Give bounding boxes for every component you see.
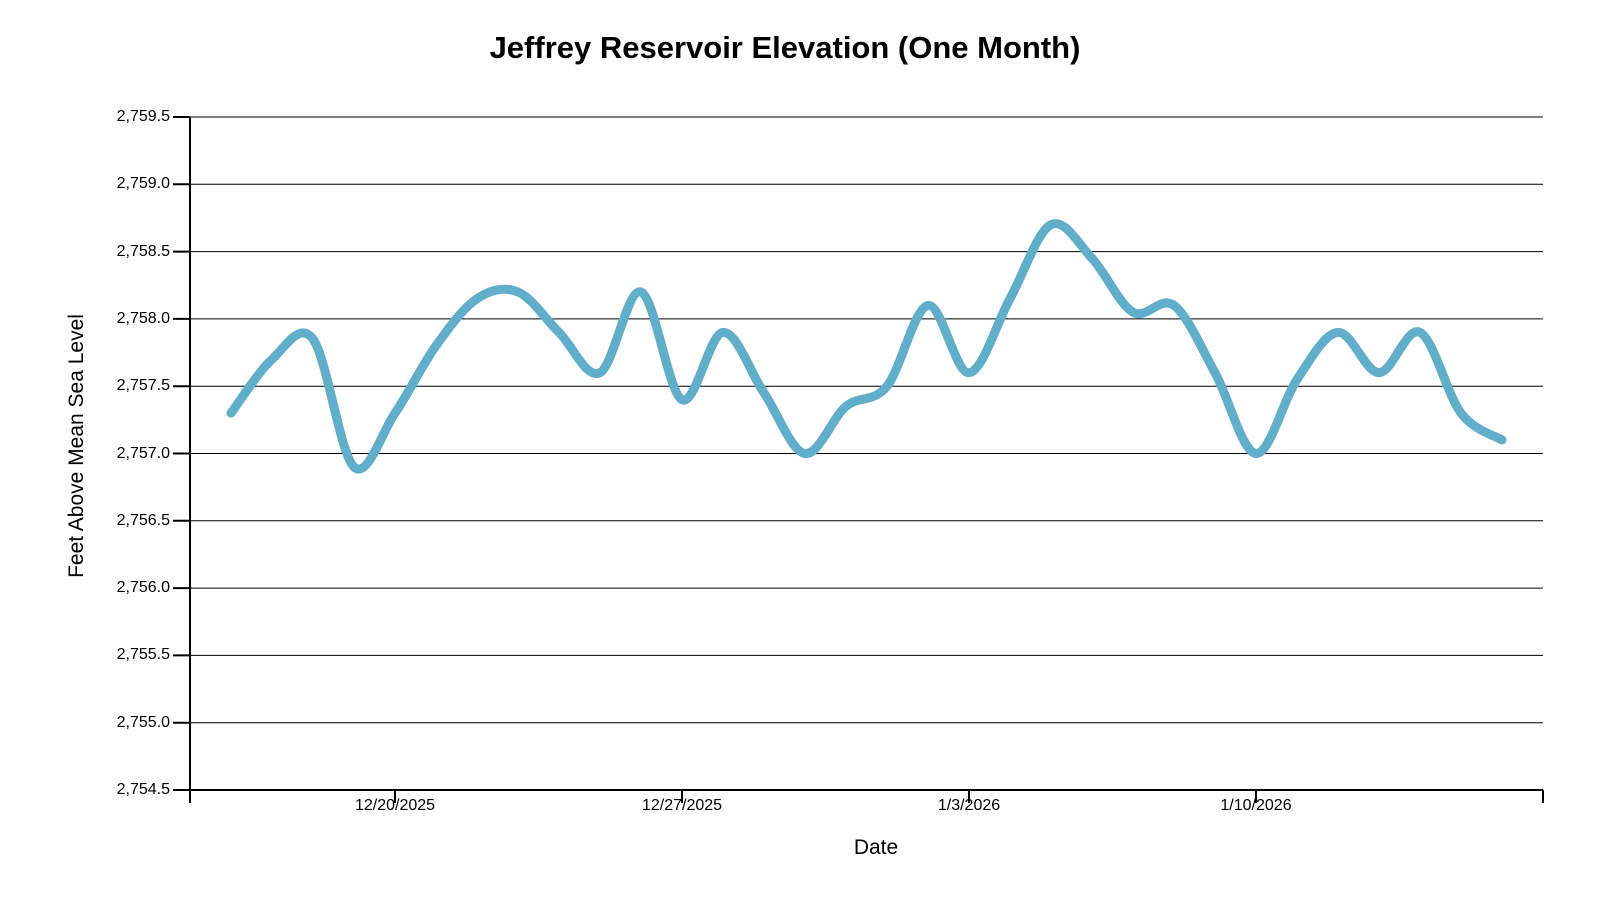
y-tick-label: 2,757.5 bbox=[116, 377, 170, 395]
y-tick-label: 2,759.0 bbox=[116, 175, 170, 193]
axis-ticks bbox=[173, 116, 1544, 803]
y-tick-label: 2,754.5 bbox=[116, 781, 170, 798]
y-tick-label: 2,758.5 bbox=[116, 242, 170, 260]
y-tick-label: 2,756.5 bbox=[116, 511, 170, 529]
x-tick-label: 1/10/2026 bbox=[1220, 797, 1292, 814]
x-tick-label: 1/3/2026 bbox=[937, 797, 1001, 814]
y-tick-label: 2,755.0 bbox=[116, 713, 170, 731]
y-tick-label: 2,756.0 bbox=[116, 579, 170, 597]
x-tick-label: 12/20/2025 bbox=[354, 797, 436, 814]
gridlines bbox=[190, 116, 1543, 791]
y-tick-label: 2,759.5 bbox=[116, 108, 170, 125]
y-tick-label: 2,755.5 bbox=[116, 646, 170, 664]
x-axis-title: Date bbox=[853, 836, 899, 859]
y-tick-label: 2,758.0 bbox=[116, 309, 170, 327]
y-tick-label: 2,757.0 bbox=[116, 444, 170, 462]
x-tick-label: 12/27/2025 bbox=[641, 797, 723, 814]
elevation-line-series bbox=[226, 219, 1507, 474]
chart-title: Jeffrey Reservoir Elevation (One Month) bbox=[489, 30, 1081, 65]
